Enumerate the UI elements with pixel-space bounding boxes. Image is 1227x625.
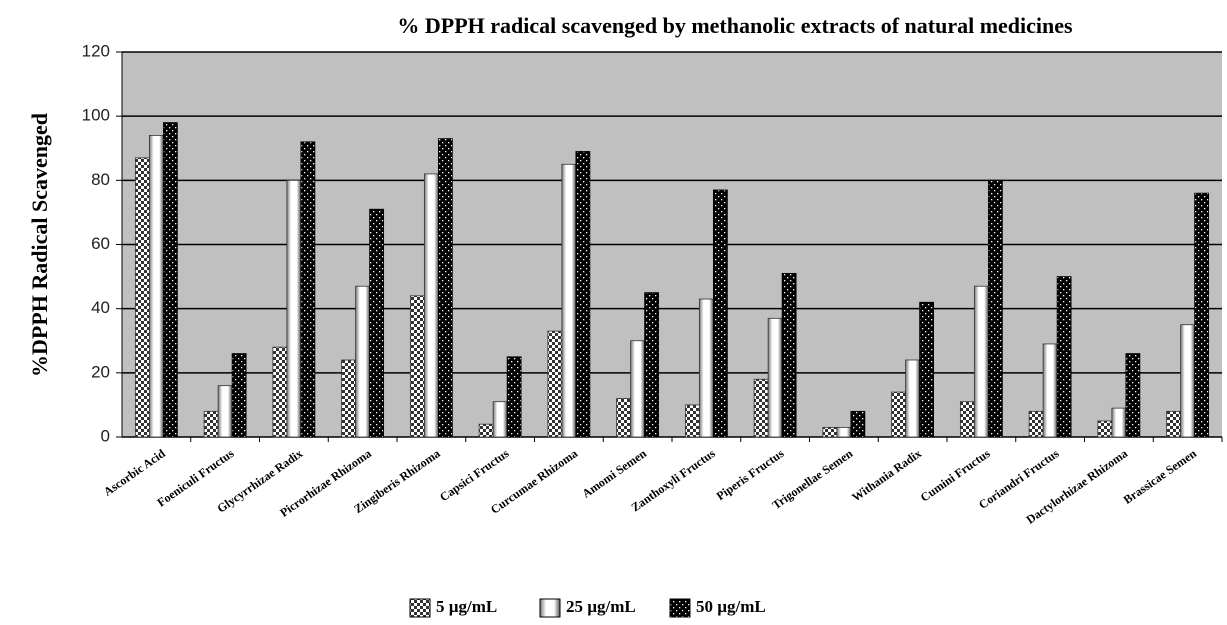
y-tick-label: 60 <box>91 234 110 253</box>
bar <box>891 391 907 438</box>
bar <box>423 173 439 438</box>
x-tick-label: Ascorbic Acid <box>101 446 168 499</box>
bar <box>1180 324 1196 438</box>
y-tick-label: 100 <box>82 106 110 125</box>
bar <box>753 378 769 438</box>
x-tick-label: Amomi Semen <box>579 446 649 501</box>
bar <box>231 353 247 438</box>
bar <box>1166 410 1182 438</box>
y-tick-label: 20 <box>91 362 110 381</box>
legend-label: 50 µg/mL <box>696 597 766 616</box>
bar <box>973 285 989 438</box>
legend-swatch <box>669 598 691 618</box>
y-tick-label: 0 <box>101 426 110 445</box>
bar <box>644 292 660 438</box>
x-tick-label: Withania Radix <box>849 446 924 504</box>
chart-title: % DPPH radical scavenged by methanolic e… <box>397 13 1073 38</box>
bar <box>547 330 563 438</box>
bar <box>437 138 453 438</box>
bar <box>616 398 632 438</box>
legend-swatch <box>409 598 431 618</box>
legend-label: 5 µg/mL <box>436 597 497 616</box>
legend-swatch <box>539 598 561 618</box>
bar <box>905 359 921 438</box>
bar <box>575 151 591 438</box>
bar <box>134 157 150 438</box>
bar <box>409 295 425 438</box>
bar <box>217 385 233 438</box>
bar <box>822 426 838 438</box>
bar <box>987 179 1003 438</box>
legend-label: 25 µg/mL <box>566 597 636 616</box>
bar <box>712 189 728 438</box>
bar <box>272 346 288 438</box>
bar <box>561 163 577 438</box>
bar <box>1097 420 1113 438</box>
x-tick-label: Piperis Fructus <box>714 446 787 503</box>
bar <box>767 317 783 438</box>
x-tick-label: Brassicae Semen <box>1121 446 1199 507</box>
bar <box>1125 353 1141 438</box>
y-tick-label: 40 <box>91 298 110 317</box>
bar <box>850 410 866 438</box>
bar <box>1042 343 1058 438</box>
bar <box>203 410 219 438</box>
bar <box>630 340 646 438</box>
bar <box>781 272 797 438</box>
bar <box>698 298 714 438</box>
bar <box>286 179 302 438</box>
y-tick-label: 80 <box>91 170 110 189</box>
bar <box>492 401 508 438</box>
bar <box>1028 410 1044 438</box>
y-tick-label: 120 <box>82 41 110 60</box>
y-axis-label: %DPPH Radical Scavenged <box>27 113 52 377</box>
bar <box>369 208 385 438</box>
bar <box>341 359 357 438</box>
bar <box>684 404 700 438</box>
bar <box>506 356 522 438</box>
bar <box>1111 407 1127 438</box>
bar <box>478 423 494 438</box>
bar <box>355 285 371 438</box>
bar <box>148 135 164 438</box>
bar <box>919 301 935 438</box>
bar <box>1056 276 1072 438</box>
bar <box>162 122 178 438</box>
bar <box>959 401 975 438</box>
bar <box>1194 192 1210 438</box>
bar <box>836 426 852 438</box>
bar <box>300 141 316 438</box>
